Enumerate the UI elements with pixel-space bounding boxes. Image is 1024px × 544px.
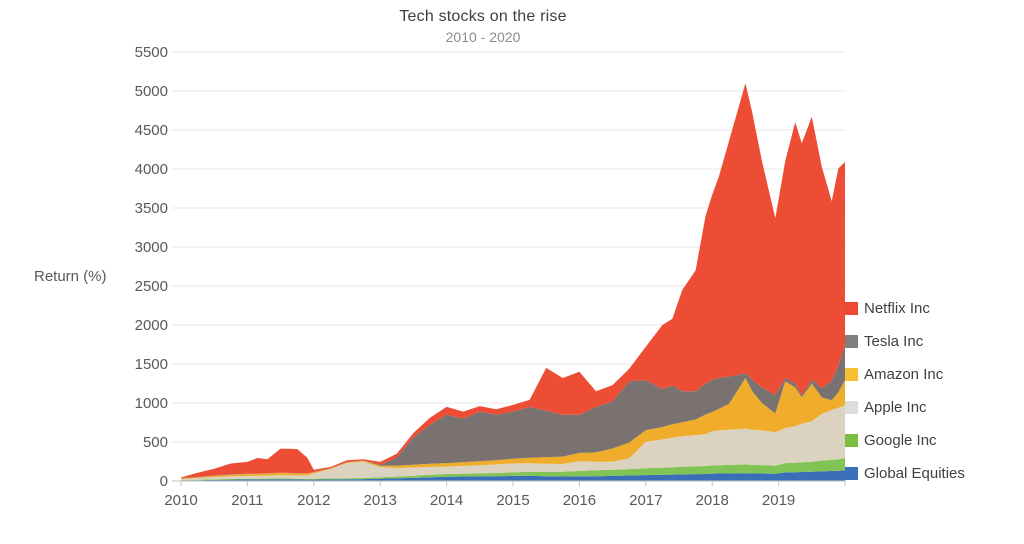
legend-label: Tesla Inc — [864, 332, 924, 350]
x-tick-label-2016: 2016 — [563, 492, 596, 509]
legend-swatch-icon — [845, 334, 858, 348]
y-tick-label-4500: 4500 — [135, 122, 168, 139]
x-tick-label-2010: 2010 — [164, 492, 197, 509]
x-tick-label-2011: 2011 — [231, 492, 263, 509]
x-tick-label-2019: 2019 — [762, 492, 795, 509]
y-tick-label-0: 0 — [160, 473, 168, 490]
chart-legend: Netflix Inc Tesla Inc Amazon Inc Apple Inc G… — [845, 300, 965, 498]
y-tick-label-2000: 2000 — [135, 317, 168, 334]
legend-swatch-icon — [845, 466, 858, 480]
y-tick-label-5000: 5000 — [135, 83, 168, 100]
legend-item-global-equities: Global Equities — [845, 464, 965, 482]
legend-item-google-inc: Google Inc — [845, 431, 965, 449]
x-tick-label-2012: 2012 — [297, 492, 330, 509]
legend-swatch-icon — [845, 400, 858, 414]
legend-label: Netflix Inc — [864, 299, 930, 317]
y-tick-label-2500: 2500 — [135, 278, 168, 295]
area-google-inc — [181, 458, 845, 481]
area-apple-inc — [181, 405, 845, 480]
legend-item-netflix-inc: Netflix Inc — [845, 299, 965, 317]
y-tick-label-500: 500 — [143, 434, 168, 451]
legend-item-apple-inc: Apple Inc — [845, 398, 965, 416]
y-tick-label-4000: 4000 — [135, 161, 168, 178]
y-tick-label-1500: 1500 — [135, 356, 168, 373]
y-tick-label-3500: 3500 — [135, 200, 168, 217]
x-tick-label-2018: 2018 — [696, 492, 729, 509]
y-tick-label-1000: 1000 — [135, 395, 168, 412]
legend-swatch-icon — [845, 367, 858, 381]
x-tick-label-2017: 2017 — [629, 492, 662, 509]
area-global-equities — [181, 470, 845, 481]
y-tick-label-3000: 3000 — [135, 239, 168, 256]
legend-swatch-icon — [845, 433, 858, 447]
legend-label: Global Equities — [864, 464, 965, 482]
area-tesla-inc — [181, 344, 845, 479]
legend-label: Amazon Inc — [864, 365, 944, 383]
legend-label: Apple Inc — [864, 398, 927, 416]
y-tick-label-5500: 5500 — [135, 44, 168, 61]
legend-swatch-icon — [845, 301, 858, 315]
area-netflix-inc — [181, 83, 845, 479]
area-amazon-inc — [181, 377, 845, 480]
legend-item-amazon-inc: Amazon Inc — [845, 365, 965, 383]
legend-label: Google Inc — [864, 431, 937, 449]
x-tick-label-2015: 2015 — [496, 492, 529, 509]
x-tick-label-2014: 2014 — [430, 492, 463, 509]
x-tick-label-2013: 2013 — [364, 492, 397, 509]
y-axis-title: Return (%) — [34, 268, 107, 285]
legend-item-tesla-inc: Tesla Inc — [845, 332, 965, 350]
